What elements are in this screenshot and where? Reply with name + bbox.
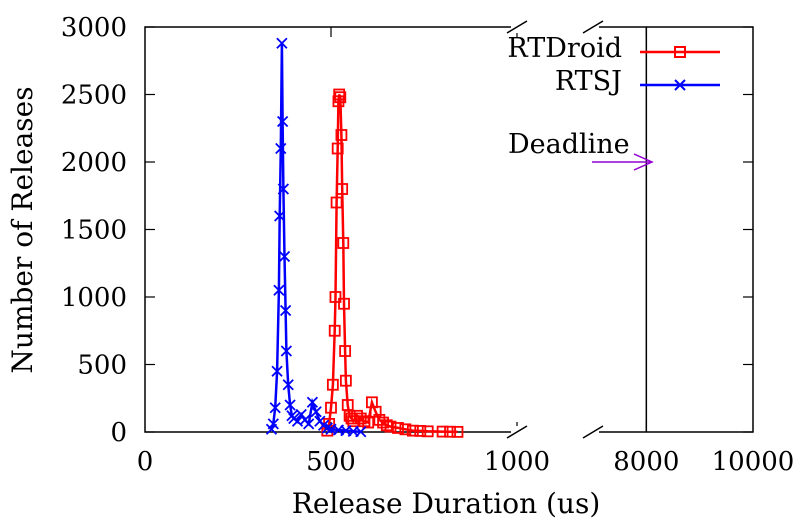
data-point-rtsj-8 bbox=[277, 115, 289, 128]
deadline-annotation: Deadline bbox=[508, 129, 654, 171]
plot-frame bbox=[144, 26, 754, 433]
data-point-rtdroid-8 bbox=[332, 95, 345, 108]
y-tick-label-2: 1000 bbox=[61, 283, 127, 313]
data-point-rtdroid-13 bbox=[337, 237, 350, 249]
series-line-rtdroid bbox=[326, 94, 458, 434]
deadline-label: Deadline bbox=[508, 129, 630, 160]
legend-label-rtsj: RTSJ bbox=[555, 66, 622, 97]
data-point-rtsj-7 bbox=[276, 37, 288, 49]
data-point-rtsj-10 bbox=[278, 250, 291, 263]
data-point-rtsj-2 bbox=[269, 402, 281, 414]
x-axis-break bbox=[506, 20, 604, 439]
data-point-rtdroid-22 bbox=[354, 412, 367, 425]
data-point-rtdroid-31 bbox=[392, 422, 404, 434]
data-point-rtdroid-24 bbox=[362, 416, 375, 429]
axis-break-gap-1 bbox=[511, 21, 599, 33]
axis-break-gap-0 bbox=[511, 426, 599, 438]
plot-area-border bbox=[144, 26, 754, 433]
data-point-rtsj-13 bbox=[282, 379, 294, 391]
y-tick-label-6: 3000 bbox=[61, 13, 127, 43]
data-point-rtdroid-4 bbox=[328, 324, 341, 337]
data-point-rtdroid-30 bbox=[384, 420, 397, 433]
data-point-rtsj-20 bbox=[303, 418, 315, 430]
x-tick-label-4: 10000 bbox=[712, 447, 795, 477]
data-point-rtsj-30 bbox=[355, 426, 367, 438]
data-point-rtdroid-11 bbox=[335, 129, 348, 141]
data-point-rtsj-1 bbox=[267, 418, 279, 430]
y-tick-label-4: 2000 bbox=[61, 148, 127, 178]
y-axis-title: Number of Releases bbox=[6, 86, 39, 373]
data-point-rtsj-14 bbox=[284, 399, 296, 411]
data-point-rtdroid-3 bbox=[326, 378, 339, 391]
data-point-rtdroid-15 bbox=[339, 345, 352, 357]
data-point-rtdroid-28 bbox=[377, 416, 389, 429]
axis-break-slash-right-0 bbox=[582, 425, 604, 439]
x-axis-ticks: 0 500 1000 8000 10000 bbox=[137, 27, 795, 477]
y-tick-label-0: 0 bbox=[110, 418, 127, 448]
data-point-rtdroid-38 bbox=[451, 425, 464, 438]
deadline-arrow-head bbox=[633, 153, 654, 171]
data-point-rtdroid-16 bbox=[339, 374, 352, 387]
data-point-rtsj-22 bbox=[310, 406, 322, 418]
data-point-rtsj-9 bbox=[277, 183, 290, 195]
data-point-rtsj-4 bbox=[273, 284, 285, 296]
data-point-rtdroid-32 bbox=[399, 423, 412, 436]
data-point-rtdroid-34 bbox=[414, 425, 427, 437]
x-axis-title: Release Duration (us) bbox=[292, 487, 601, 520]
data-point-rtdroid-6 bbox=[330, 196, 343, 209]
data-point-rtdroid-26 bbox=[369, 405, 382, 418]
data-point-rtsj-5 bbox=[274, 210, 286, 222]
data-point-rtdroid-36 bbox=[436, 425, 449, 438]
data-point-rtdroid-12 bbox=[336, 183, 349, 195]
y-tick-label-5: 2500 bbox=[61, 81, 127, 111]
data-point-rtdroid-5 bbox=[329, 291, 342, 303]
series-layer bbox=[265, 37, 464, 438]
x-tick-label-2: 1000 bbox=[484, 447, 550, 477]
data-point-rtsj-25 bbox=[321, 422, 333, 434]
x-tick-label-3: 8000 bbox=[613, 447, 679, 477]
data-point-rtdroid-2 bbox=[325, 401, 337, 414]
x-tick-label-0: 0 bbox=[137, 447, 154, 477]
axis-break-slash-left-0 bbox=[506, 425, 528, 439]
data-point-rtsj-6 bbox=[275, 142, 287, 155]
data-point-rtdroid-37 bbox=[444, 425, 456, 438]
legend-marker-rtdroid bbox=[674, 46, 686, 58]
data-point-rtdroid-9 bbox=[333, 88, 346, 101]
data-point-rtdroid-14 bbox=[338, 297, 350, 310]
axis-break-slash-right-1 bbox=[582, 20, 604, 34]
data-point-rtsj-11 bbox=[279, 304, 292, 317]
data-point-rtdroid-10 bbox=[334, 91, 347, 104]
legend: RTDroid RTSJ bbox=[507, 33, 720, 97]
y-tick-label-1: 500 bbox=[77, 351, 127, 381]
axis-break-slash-left-1 bbox=[506, 20, 528, 34]
legend-marker-rtsj bbox=[674, 79, 686, 91]
data-point-rtdroid-29 bbox=[380, 419, 393, 432]
data-point-rtsj-3 bbox=[271, 365, 283, 377]
data-point-rtdroid-35 bbox=[421, 425, 434, 438]
data-point-rtdroid-23 bbox=[358, 415, 371, 428]
data-point-rtsj-12 bbox=[280, 345, 292, 357]
y-axis-ticks: 0 500 1000 1500 2000 2500 3000 bbox=[61, 13, 753, 448]
legend-label-rtdroid: RTDroid bbox=[507, 33, 622, 64]
data-point-rtdroid-7 bbox=[331, 142, 344, 155]
y-tick-label-3: 1500 bbox=[61, 216, 127, 246]
data-point-rtdroid-33 bbox=[406, 424, 419, 437]
x-tick-label-1: 500 bbox=[306, 447, 356, 477]
data-point-rtsj-21 bbox=[306, 396, 319, 408]
data-point-rtsj-18 bbox=[295, 408, 307, 421]
